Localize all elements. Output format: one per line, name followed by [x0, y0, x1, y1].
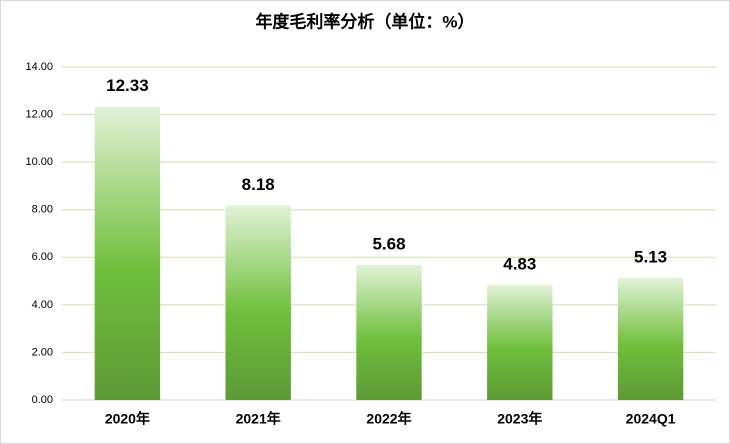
x-tick-label: 2024Q1 — [626, 411, 676, 427]
y-tick-label: 14.00 — [25, 61, 53, 73]
y-tick-label: 6.00 — [32, 251, 53, 263]
y-tick-label: 2.00 — [32, 346, 53, 358]
x-tick-label: 2020年 — [105, 411, 150, 427]
bar — [225, 205, 291, 400]
x-tick-label: 2022年 — [366, 411, 411, 427]
bar — [94, 106, 161, 401]
bar — [617, 277, 684, 400]
value-label: 12.33 — [106, 76, 149, 95]
bar — [356, 264, 422, 400]
y-tick-label: 0.00 — [32, 394, 53, 406]
y-tick-label: 4.00 — [32, 299, 53, 311]
value-label: 5.13 — [634, 247, 667, 266]
value-label: 4.83 — [503, 255, 536, 274]
x-tick-label: 2021年 — [236, 411, 281, 427]
value-label: 8.18 — [242, 175, 275, 194]
y-tick-label: 10.00 — [25, 156, 53, 168]
value-label: 5.68 — [372, 234, 405, 253]
bar — [487, 285, 553, 400]
y-tick-label: 8.00 — [32, 204, 53, 216]
x-tick-label: 2023年 — [497, 411, 542, 427]
y-tick-label: 12.00 — [25, 108, 53, 120]
chart-title: 年度毛利率分析（单位：%） — [255, 11, 474, 31]
